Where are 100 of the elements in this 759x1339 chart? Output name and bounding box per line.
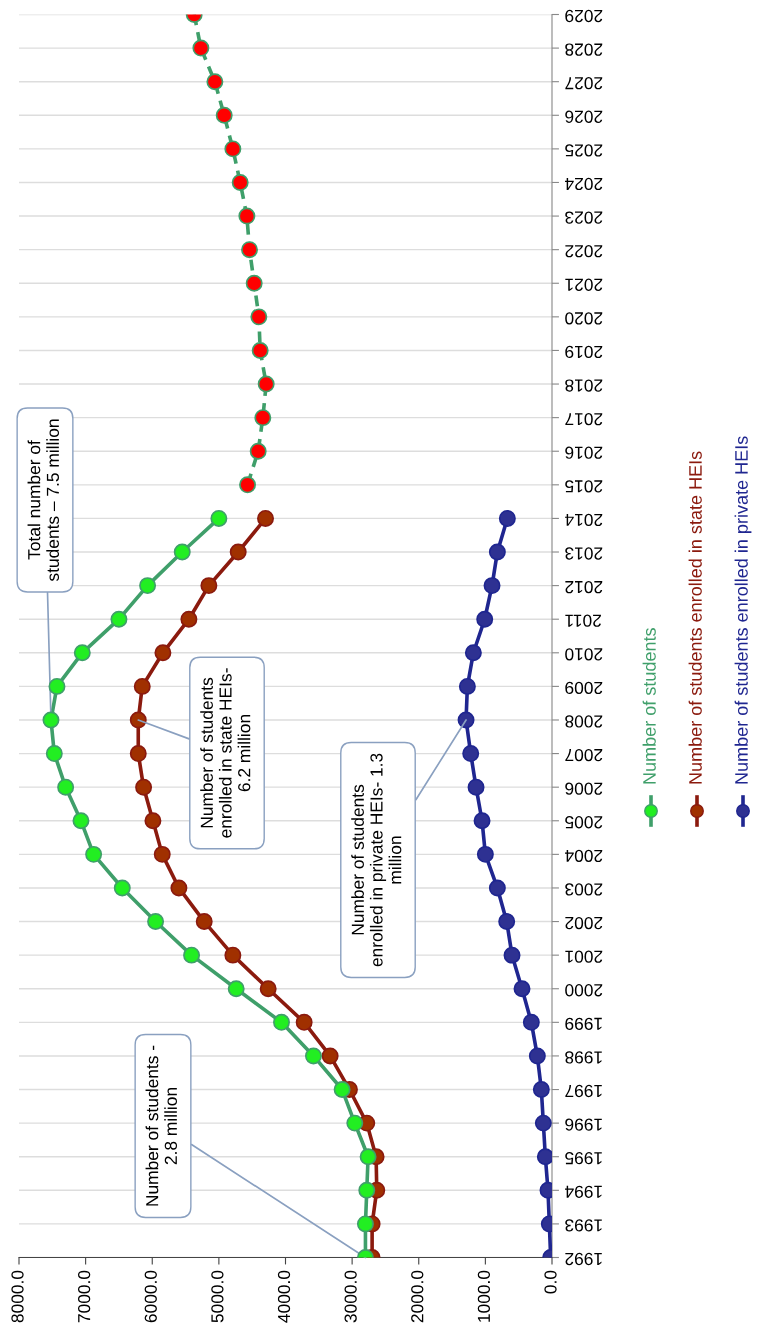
point [224, 946, 242, 964]
point [257, 375, 275, 393]
point [210, 509, 228, 527]
point [224, 140, 242, 158]
point [483, 577, 501, 595]
point [249, 442, 267, 460]
point [462, 745, 480, 763]
point [273, 1013, 290, 1031]
point [227, 980, 245, 998]
y-tick-label: 2019 [565, 345, 603, 359]
point [473, 812, 491, 830]
y-tick-label: 2021 [565, 278, 603, 291]
point [231, 173, 249, 191]
y-tick-label: 2000 [565, 984, 603, 997]
y-tick-label: 2014 [565, 513, 603, 527]
point [129, 745, 147, 763]
point [467, 778, 485, 796]
x-tick-label: 3000.0 [344, 1270, 357, 1323]
y-tick-label: 1995 [565, 1152, 602, 1165]
y-tick-label: 1998 [565, 1051, 602, 1064]
y-tick-label: 2028 [565, 43, 603, 56]
y-tick-label: 2016 [565, 446, 603, 459]
text: Number of students enrolled in state HEIs [688, 451, 702, 784]
point [503, 946, 521, 964]
y-tick-label: 2004 [565, 849, 603, 862]
point [241, 241, 258, 259]
x-tick-label: 0.0 [544, 1270, 557, 1294]
y-tick-label: 1994 [565, 1185, 602, 1198]
point [488, 543, 506, 561]
point [200, 577, 218, 595]
point [195, 913, 213, 931]
point [254, 409, 272, 427]
point [42, 711, 60, 729]
y-tick-label: 2020 [565, 312, 603, 325]
y-tick-label: 2013 [565, 547, 603, 560]
point [498, 509, 516, 527]
point [464, 644, 482, 662]
point [238, 207, 256, 225]
y-tick-label: 1999 [565, 1017, 602, 1030]
point [153, 845, 171, 863]
y-tick-label: 1993 [565, 1219, 602, 1232]
point [476, 610, 494, 628]
text: Number of students enrolled in private HEIs [734, 436, 752, 784]
point [346, 1114, 364, 1132]
y-tick-label: 2026 [565, 110, 603, 123]
point [113, 879, 131, 897]
point [154, 644, 172, 662]
point [206, 73, 224, 91]
point [85, 845, 103, 863]
y-tick-label: 2009 [565, 681, 603, 695]
point [110, 610, 128, 628]
x-tick-label: 6000.0 [144, 1270, 157, 1323]
y-tick-label: 2023 [565, 211, 603, 224]
y-tick-label: 2012 [565, 580, 603, 594]
x-tick-label: 5000.0 [211, 1270, 224, 1323]
x-tick-label: 4000.0 [277, 1270, 291, 1323]
point [170, 879, 188, 897]
y-tick-label: 2001 [565, 950, 603, 963]
y-tick-label: 2022 [565, 245, 603, 258]
point [57, 778, 75, 796]
point [173, 543, 191, 561]
point [321, 1047, 339, 1065]
y-tick-label: 2005 [565, 816, 603, 829]
point [133, 677, 151, 695]
y-tick-label: 2006 [565, 782, 603, 795]
point [129, 711, 147, 729]
y-tick-label: 2007 [565, 748, 603, 762]
point [532, 1081, 550, 1099]
y-tick-label: 2018 [565, 379, 603, 392]
y-tick-label: 1997 [565, 1084, 602, 1098]
point [180, 610, 198, 628]
y-tick-label: 2027 [565, 77, 603, 90]
y-tick-label: 2003 [565, 883, 603, 896]
point [528, 1047, 546, 1065]
point [251, 341, 269, 359]
point [229, 543, 247, 561]
y-tick-label: 2008 [565, 715, 603, 728]
point [192, 39, 210, 57]
point [458, 677, 476, 695]
point [358, 1181, 376, 1199]
x-tick-label: 8000.0 [11, 1270, 24, 1323]
point [476, 845, 494, 863]
y-tick-label: 2010 [565, 648, 603, 661]
text: Number of students [642, 628, 656, 784]
annotation: Number of students enrolled in state HEIs- 6.2 million [200, 668, 251, 838]
x-tick-label: 7000.0 [77, 1270, 91, 1323]
point [45, 745, 63, 763]
point [239, 476, 256, 494]
y-tick-label: 2024 [565, 177, 603, 191]
y-tick-label: 2015 [565, 480, 603, 493]
point [215, 106, 233, 124]
y-tick-label: 2025 [565, 144, 603, 157]
y-tick-label: 2002 [565, 916, 603, 930]
point [259, 980, 277, 998]
point [257, 509, 274, 527]
point [72, 812, 90, 830]
point [48, 677, 66, 695]
point [183, 946, 201, 964]
point [488, 879, 506, 897]
point [73, 644, 91, 662]
